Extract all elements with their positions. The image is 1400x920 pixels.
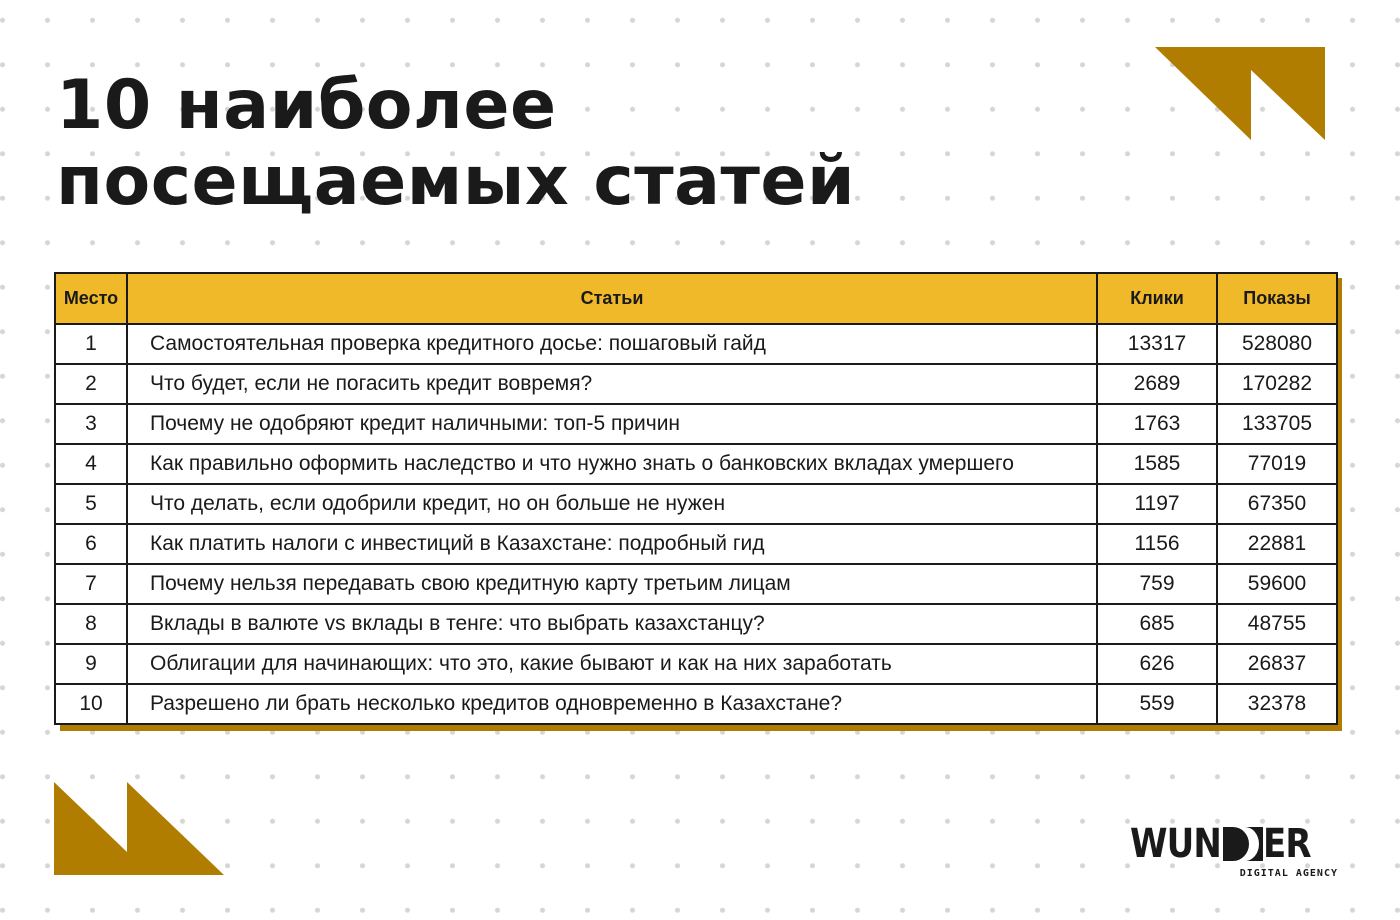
place-cell: 3 <box>54 403 128 445</box>
logo-wun: WUN <box>1130 821 1222 867</box>
logo-wordmark: WUN ER <box>1130 822 1340 866</box>
page-title: 10 наиболее посещаемых статей <box>56 68 855 220</box>
title-line-1: 10 наиболее <box>56 66 557 145</box>
clicks-cell: 1197 <box>1096 483 1218 525</box>
article-cell: Разрешено ли брать несколько кредитов од… <box>126 683 1098 725</box>
views-cell: 77019 <box>1216 443 1338 485</box>
header-place: Место <box>54 272 128 325</box>
title-line-2: посещаемых статей <box>56 142 856 221</box>
views-cell: 528080 <box>1216 323 1338 365</box>
article-cell: Что будет, если не погасить кредит вовре… <box>126 363 1098 405</box>
logo-split-d-mark <box>1223 826 1267 862</box>
views-cell: 22881 <box>1216 523 1338 565</box>
views-cell: 170282 <box>1216 363 1338 405</box>
header-clicks: Клики <box>1096 272 1218 325</box>
table-row: 5 Что делать, если одобрили кредит, но он… <box>54 483 1338 525</box>
article-cell: Вклады в валюте vs вклады в тенге: что в… <box>126 603 1098 645</box>
clicks-cell: 1763 <box>1096 403 1218 445</box>
top-right-chevron-shape <box>1155 47 1325 140</box>
place-cell: 8 <box>54 603 128 645</box>
clicks-cell: 759 <box>1096 563 1218 605</box>
views-cell: 59600 <box>1216 563 1338 605</box>
clicks-cell: 13317 <box>1096 323 1218 365</box>
table-row: 4 Как правильно оформить наследство и что… <box>54 443 1338 485</box>
top-articles-table: Место Статьи Клики Показы 1 Самостоятельн… <box>54 272 1338 725</box>
place-cell: 6 <box>54 523 128 565</box>
bottom-left-chevron-shape <box>54 782 224 875</box>
header-article: Статьи <box>126 272 1098 325</box>
article-cell: Как платить налоги с инвестиций в Казахс… <box>126 523 1098 565</box>
article-cell: Облигации для начинающих: что это, какие… <box>126 643 1098 685</box>
views-cell: 32378 <box>1216 683 1338 725</box>
views-cell: 48755 <box>1216 603 1338 645</box>
article-cell: Что делать, если одобрили кредит, но он … <box>126 483 1098 525</box>
clicks-cell: 626 <box>1096 643 1218 685</box>
logo-er: ER <box>1263 821 1312 867</box>
clicks-cell: 685 <box>1096 603 1218 645</box>
views-cell: 67350 <box>1216 483 1338 525</box>
article-cell: Как правильно оформить наследство и что … <box>126 443 1098 485</box>
article-cell: Почему нельзя передавать свою кредитную … <box>126 563 1098 605</box>
clicks-cell: 1585 <box>1096 443 1218 485</box>
place-cell: 10 <box>54 683 128 725</box>
place-cell: 4 <box>54 443 128 485</box>
table-header-row: Место Статьи Клики Показы <box>54 272 1338 325</box>
table-row: 9 Облигации для начинающих: что это, каки… <box>54 643 1338 685</box>
table-row: 6 Как платить налоги с инвестиций в Казах… <box>54 523 1338 565</box>
table-row: 1 Самостоятельная проверка кредитного дос… <box>54 323 1338 365</box>
clicks-cell: 2689 <box>1096 363 1218 405</box>
table-row: 7 Почему нельзя передавать свою кредитную… <box>54 563 1338 605</box>
clicks-cell: 559 <box>1096 683 1218 725</box>
place-cell: 5 <box>54 483 128 525</box>
table-row: 2 Что будет, если не погасить кредит вовр… <box>54 363 1338 405</box>
wunder-logo: WUN ER DIGITAL AGENCY <box>1130 822 1340 880</box>
header-views: Показы <box>1216 272 1338 325</box>
place-cell: 9 <box>54 643 128 685</box>
views-cell: 26837 <box>1216 643 1338 685</box>
place-cell: 2 <box>54 363 128 405</box>
place-cell: 1 <box>54 323 128 365</box>
table-row: 3 Почему не одобряют кредит наличными: то… <box>54 403 1338 445</box>
clicks-cell: 1156 <box>1096 523 1218 565</box>
article-cell: Самостоятельная проверка кредитного дось… <box>126 323 1098 365</box>
article-cell: Почему не одобряют кредит наличными: топ… <box>126 403 1098 445</box>
views-cell: 133705 <box>1216 403 1338 445</box>
logo-tagline: DIGITAL AGENCY <box>1239 868 1338 879</box>
table-row: 10 Разрешено ли брать несколько кредитов … <box>54 683 1338 725</box>
place-cell: 7 <box>54 563 128 605</box>
table-row: 8 Вклады в валюте vs вклады в тенге: что … <box>54 603 1338 645</box>
